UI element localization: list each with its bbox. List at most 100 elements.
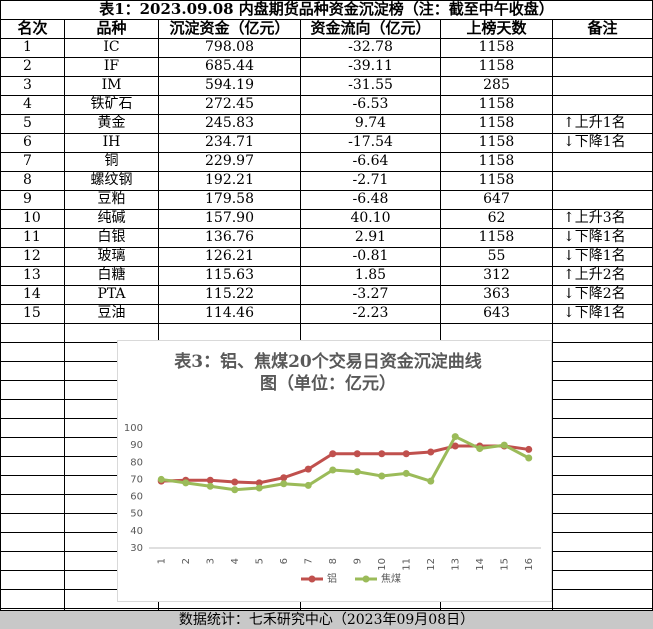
capital: 115.63 <box>205 267 254 283</box>
point <box>427 477 435 485</box>
capital: 272.45 <box>205 96 254 112</box>
y-tick-label: 70 <box>130 474 143 485</box>
point <box>427 448 435 456</box>
name: IC <box>103 39 120 55</box>
name: IM <box>101 77 122 93</box>
flow: -2.23 <box>352 305 389 321</box>
series-line <box>161 444 529 485</box>
legend-label: 铝 <box>327 573 337 585</box>
capital: 685.44 <box>205 58 254 74</box>
capital: 245.83 <box>205 115 254 131</box>
footer: 数据统计：七禾研究中心（2023年09月08日） <box>0 610 653 629</box>
column-header: 上榜天数 <box>466 19 527 37</box>
days: 1158 <box>478 96 515 112</box>
x-tick-label: 1 <box>156 558 167 564</box>
days: 647 <box>483 191 510 207</box>
x-tick-label: 5 <box>254 558 265 564</box>
days: 1158 <box>478 39 515 55</box>
y-tick-label: 100 <box>124 423 143 434</box>
rank: 1 <box>23 39 32 55</box>
capital: 126.21 <box>205 248 254 264</box>
days: 643 <box>483 305 510 321</box>
name: IF <box>103 58 120 74</box>
name: IH <box>102 134 121 150</box>
rank: 5 <box>23 115 32 131</box>
chart-title: 表3：铝、焦煤20个交易日资金沉淀曲线图（单位：亿元） <box>174 352 482 394</box>
point <box>402 469 410 477</box>
legend-marker <box>362 575 370 583</box>
point <box>329 450 337 458</box>
x-tick-label: 7 <box>303 558 314 564</box>
column-header: 沉淀资金（亿元） <box>169 19 290 37</box>
y-tick-label: 40 <box>130 526 143 537</box>
days: 1158 <box>478 134 515 150</box>
name: 螺纹钢 <box>90 172 133 188</box>
point <box>500 441 508 449</box>
point <box>304 481 312 489</box>
point <box>402 450 410 458</box>
legend-label: 焦煤 <box>381 572 401 585</box>
x-tick-label: 14 <box>475 558 486 571</box>
capital: 115.22 <box>205 286 254 302</box>
name: 白糖 <box>97 267 126 283</box>
point <box>304 465 312 473</box>
point <box>206 476 214 484</box>
point <box>329 466 337 474</box>
days: 285 <box>483 77 510 93</box>
point <box>451 433 459 441</box>
x-tick-label: 9 <box>352 558 363 564</box>
note: ↑上升3名 <box>563 210 626 226</box>
point <box>280 474 288 482</box>
rank: 2 <box>23 58 32 74</box>
chart-container: 30 40 50 60 70 80 90 100 1 2 3 4 5 6 7 8 9 10 11 12 13 14 15 16… <box>117 340 552 602</box>
capital: 114.46 <box>205 305 254 321</box>
rank: 4 <box>23 96 32 112</box>
x-tick-label: 10 <box>377 558 388 571</box>
column-header: 备注 <box>587 19 618 37</box>
name: 黄金 <box>97 115 126 131</box>
rank: 3 <box>23 77 32 93</box>
y-tick-label: 60 <box>130 492 143 503</box>
flow: 9.74 <box>354 115 387 131</box>
note: ↓下降2名 <box>563 286 626 302</box>
point <box>255 479 263 487</box>
point <box>353 450 361 458</box>
flow: 40.10 <box>350 210 391 226</box>
rank: 11 <box>23 229 41 245</box>
series-line <box>161 434 530 492</box>
column-header: 资金流向（亿元） <box>310 19 431 37</box>
rank: 9 <box>23 191 32 207</box>
capital: 179.58 <box>205 191 254 207</box>
note: ↓下降1名 <box>563 229 626 245</box>
name: 豆油 <box>97 305 126 321</box>
x-tick-label: 16 <box>524 558 535 571</box>
note: ↑上升2名 <box>563 267 626 283</box>
y-tick-label: 80 <box>130 457 143 468</box>
rank: 10 <box>23 210 41 226</box>
name: 铁矿石 <box>90 96 133 112</box>
y-tick-label: 50 <box>130 509 143 520</box>
days: 1158 <box>478 153 515 169</box>
days: 1158 <box>478 172 515 188</box>
x-tick-label: 6 <box>279 558 290 564</box>
x-tick-label: 4 <box>230 558 241 564</box>
days: 1158 <box>478 229 515 245</box>
point <box>231 486 239 494</box>
rank: 15 <box>23 305 41 321</box>
capital: 229.97 <box>205 153 254 169</box>
flow: -0.81 <box>352 248 389 264</box>
point <box>182 479 190 487</box>
days: 363 <box>483 286 510 302</box>
point <box>206 482 214 490</box>
flow: -39.11 <box>348 58 393 74</box>
rank: 14 <box>23 286 41 302</box>
name: 白银 <box>97 229 126 245</box>
y-tick-label: 90 <box>130 440 143 451</box>
point <box>378 450 386 458</box>
rank: 7 <box>23 153 32 169</box>
point <box>476 445 484 453</box>
flow: -32.78 <box>348 39 393 55</box>
flow: -6.64 <box>352 153 389 169</box>
capital: 136.76 <box>205 229 254 245</box>
